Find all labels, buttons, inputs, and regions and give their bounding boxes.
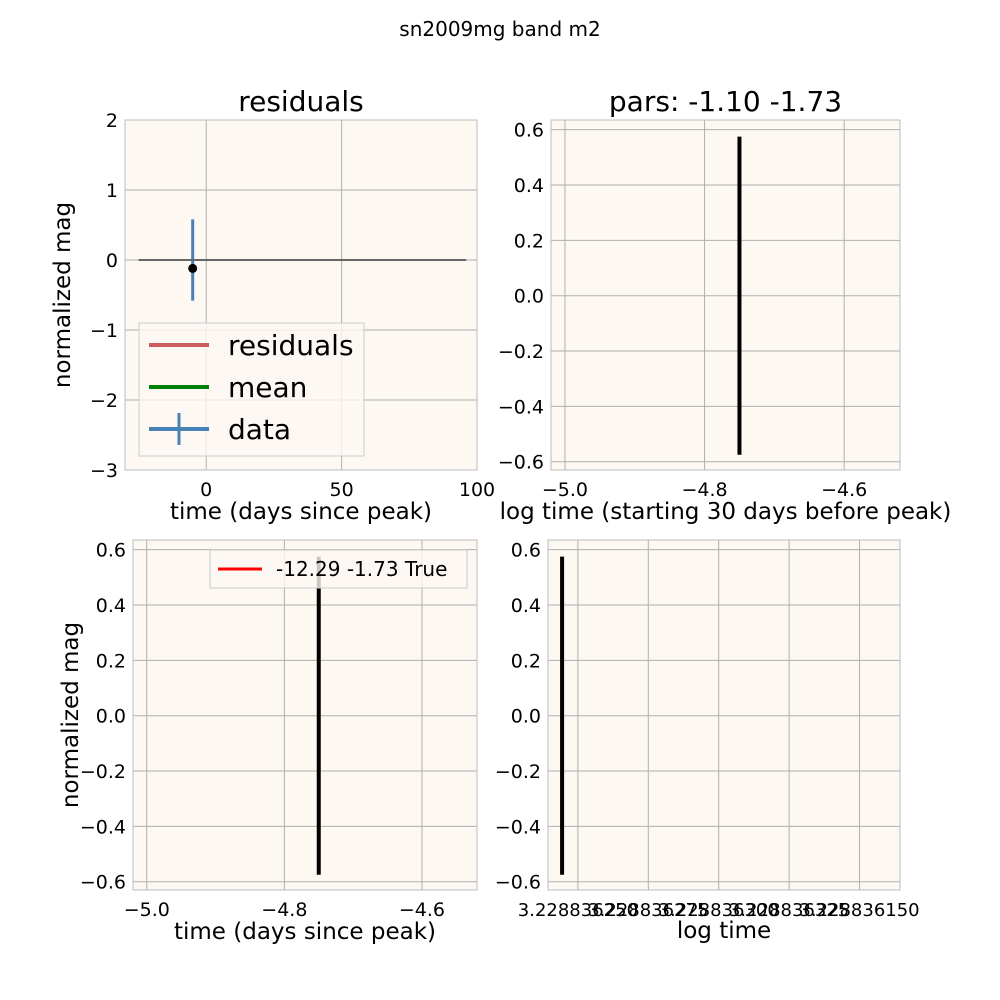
y-tick-label: −1 <box>90 320 118 342</box>
x-axis-label: time (days since peak) <box>174 919 436 945</box>
y-tick-label: −0.4 <box>498 396 544 418</box>
x-tick-label: 3.228836150 <box>799 900 919 921</box>
panel-title: residuals <box>238 85 364 118</box>
y-tick-label: −0.2 <box>495 761 541 783</box>
x-tick-label: −4.8 <box>681 479 727 501</box>
legend-label: -12.29 -1.73 True <box>276 557 447 581</box>
panel-pars: −5.0 −4.8 −4.6 −0.6 −0.4 −0.2 0.0 0.2 0.4 0.6 log … <box>498 85 952 525</box>
y-tick-label: −0.4 <box>80 816 126 838</box>
axes-frame <box>124 119 478 471</box>
y-tick-label: −0.4 <box>495 816 541 838</box>
y-tick-label: 0.6 <box>511 540 541 562</box>
x-tick-label: −4.6 <box>399 899 445 921</box>
y-tick-label: 0.0 <box>514 286 544 308</box>
y-tick-label: 0.0 <box>96 706 126 728</box>
x-tick-label: −4.8 <box>261 899 307 921</box>
legend-label: mean <box>228 371 307 404</box>
y-tick-label: −3 <box>90 460 118 482</box>
y-axis-label: normalized mag <box>58 622 84 808</box>
y-tick-label: 0.0 <box>511 706 541 728</box>
y-tick-label: −0.6 <box>495 872 541 894</box>
data-point <box>317 714 321 718</box>
x-tick-label: −4.6 <box>821 479 867 501</box>
y-tick-label: 1 <box>106 180 118 202</box>
y-tick-label: 0.6 <box>96 540 126 562</box>
plot-area <box>551 120 900 470</box>
y-axis-label: normalized mag <box>50 202 76 388</box>
x-axis-label: log time (starting 30 days before peak) <box>500 499 952 525</box>
y-tick-label: 0.2 <box>511 650 541 672</box>
data-point <box>737 294 741 298</box>
x-axis-label: log time <box>677 918 771 944</box>
y-tick-label: −0.6 <box>80 872 126 894</box>
plot-area <box>133 540 477 890</box>
x-tick-label: 3.228836300 <box>659 900 779 921</box>
y-tick-label: 0.2 <box>514 230 544 252</box>
y-tick-label: 0.4 <box>511 595 541 617</box>
data-point <box>560 714 564 718</box>
x-tick-label: 3.228836325 <box>729 900 849 921</box>
plot-area <box>548 540 900 890</box>
y-tick-label: 0.2 <box>96 650 126 672</box>
panel-title: pars: -1.10 -1.73 <box>609 85 842 118</box>
legend-label: data <box>228 413 291 446</box>
y-tick-label: 0.4 <box>514 175 544 197</box>
y-tick-label: −2 <box>90 390 118 412</box>
axes-frame <box>550 119 901 471</box>
panel-fit: −5.0 −4.8 −4.6 −0.6 −0.4 −0.2 0.0 0.2 0.4 0.6 time… <box>58 539 478 945</box>
x-axis-label: time (days since peak) <box>170 499 432 525</box>
axes-frame <box>547 539 901 891</box>
legend-label: residuals <box>228 329 354 362</box>
panel-log-time: 3.2288362503.2288362753.2288363003.22883… <box>495 539 920 944</box>
data-point <box>188 263 198 273</box>
x-tick-label: −5.0 <box>124 899 170 921</box>
y-tick-label: 0 <box>106 250 118 272</box>
x-tick-label: −5.0 <box>542 479 588 501</box>
panel-residuals: 0 50 100 −3 −2 −1 0 1 2 time (days since peak) nor… <box>50 85 495 525</box>
y-tick-label: 0.6 <box>514 120 544 142</box>
x-tick-label: 0 <box>200 479 212 501</box>
y-tick-label: −0.6 <box>498 452 544 474</box>
axes-frame <box>132 539 478 891</box>
x-tick-label: 3.228836250 <box>518 900 638 921</box>
figure-title: sn2009mg band m2 <box>399 17 600 41</box>
x-tick-label: 50 <box>330 479 354 501</box>
x-tick-label: 3.228836275 <box>588 900 708 921</box>
y-tick-label: 0.4 <box>96 595 126 617</box>
x-tick-label: 100 <box>459 479 495 501</box>
y-tick-label: −0.2 <box>80 761 126 783</box>
y-tick-label: −0.2 <box>498 341 544 363</box>
y-tick-label: 2 <box>106 110 118 132</box>
